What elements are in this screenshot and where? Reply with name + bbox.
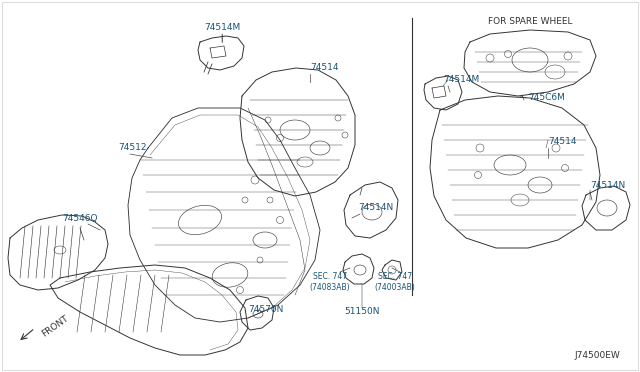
Text: 74570N: 74570N (248, 305, 284, 314)
Text: SEC. 747
(74083AB): SEC. 747 (74083AB) (310, 272, 350, 292)
Text: FOR SPARE WHEEL: FOR SPARE WHEEL (488, 17, 572, 26)
Text: FRONT: FRONT (40, 314, 70, 339)
Text: 745C6M: 745C6M (528, 93, 565, 103)
Text: 51150N: 51150N (344, 308, 380, 317)
Text: 74514N: 74514N (358, 203, 393, 212)
Text: 74546Q: 74546Q (62, 214, 97, 222)
Text: 74514: 74514 (548, 138, 577, 147)
Text: 74514M: 74514M (443, 76, 479, 84)
Text: 74512: 74512 (118, 144, 147, 153)
Text: SEC. 747
(74003AB): SEC. 747 (74003AB) (374, 272, 415, 292)
Text: J74500EW: J74500EW (574, 350, 620, 359)
Text: 74514: 74514 (310, 64, 339, 73)
Text: 74514M: 74514M (204, 23, 240, 32)
Text: 74514N: 74514N (590, 180, 625, 189)
